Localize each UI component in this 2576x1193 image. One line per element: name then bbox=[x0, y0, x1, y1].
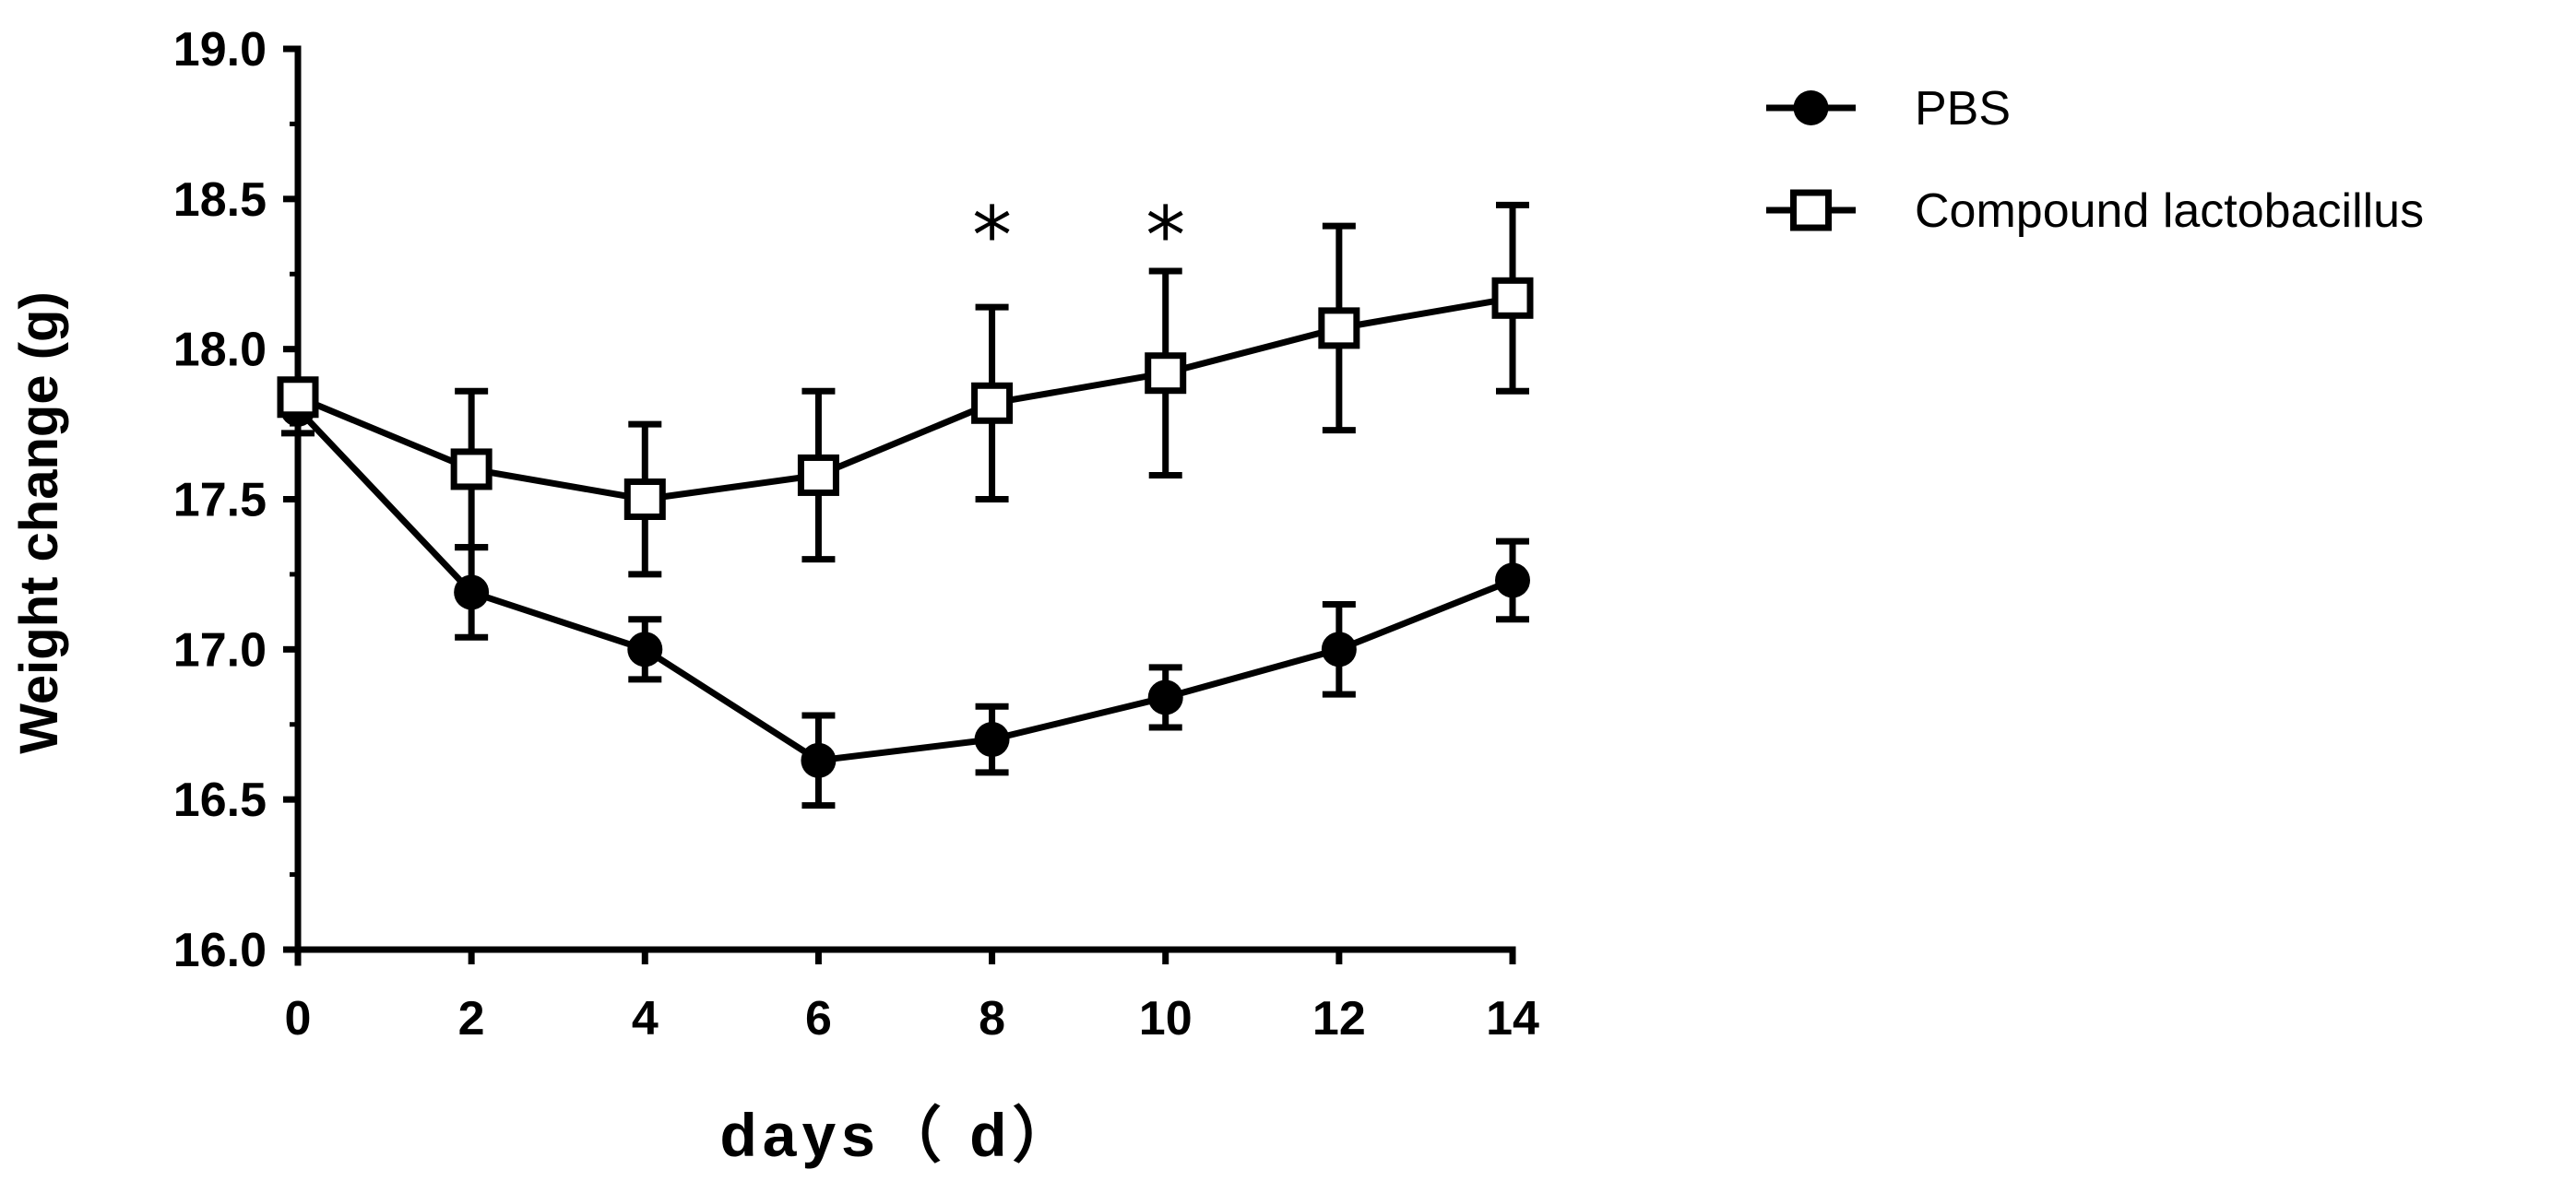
significance-star: * bbox=[972, 190, 1012, 282]
series-line-0 bbox=[295, 407, 1514, 764]
legend-item: PBS bbox=[1766, 82, 2011, 136]
x-tick-label: 10 bbox=[1139, 992, 1193, 1045]
axes: 16.0 16.5 17.0 17.5 18.0 18.5 19.0 0 2 4 6 8 10 12 14 bbox=[173, 23, 1539, 1045]
y-tick-label: 17.5 bbox=[173, 474, 267, 527]
legend-label: Compound lactobacillus bbox=[1915, 184, 2424, 238]
data-point-compound-lactobacillus bbox=[450, 448, 493, 490]
legend-label: PBS bbox=[1915, 82, 2011, 136]
x-axis-title: days（ d） bbox=[719, 1101, 1078, 1169]
significance-annotations: * * bbox=[972, 190, 1185, 282]
data-point-compound-lactobacillus bbox=[971, 382, 1014, 424]
y-tick-label: 19.0 bbox=[173, 23, 267, 77]
legend-item: Compound lactobacillus bbox=[1766, 184, 2424, 238]
data-point-pbs bbox=[974, 722, 1010, 758]
data-point-compound-lactobacillus bbox=[623, 478, 666, 520]
x-tick-label: 8 bbox=[979, 992, 1005, 1045]
data-markers bbox=[277, 277, 1534, 778]
legend-marker bbox=[1790, 189, 1832, 231]
error-bars bbox=[281, 201, 1529, 809]
x-tick-label: 4 bbox=[632, 992, 659, 1045]
data-point-pbs bbox=[1495, 562, 1530, 598]
y-tick-label: 18.0 bbox=[173, 324, 267, 377]
x-tick-label: 0 bbox=[285, 992, 312, 1045]
x-tick-label: 6 bbox=[805, 992, 832, 1045]
data-point-compound-lactobacillus bbox=[277, 376, 319, 419]
data-point-compound-lactobacillus bbox=[1318, 307, 1360, 349]
legend-marker bbox=[1793, 90, 1829, 125]
x-tick-label: 2 bbox=[458, 992, 485, 1045]
data-point-pbs bbox=[454, 574, 490, 610]
data-point-compound-lactobacillus bbox=[797, 454, 839, 496]
data-point-compound-lactobacillus bbox=[1145, 352, 1187, 395]
significance-star: * bbox=[1146, 190, 1185, 282]
y-tick-label: 18.5 bbox=[173, 173, 267, 227]
series-lines bbox=[295, 294, 1514, 764]
y-tick-label: 16.5 bbox=[173, 774, 267, 827]
legend: PBS Compound lactobacillus bbox=[1766, 82, 2424, 238]
series-line-1 bbox=[296, 294, 1514, 502]
y-axis-title: Weight change (g) bbox=[9, 291, 69, 754]
y-tick-label: 16.0 bbox=[173, 924, 267, 977]
y-tick-label: 17.0 bbox=[173, 623, 267, 677]
x-tick-label: 14 bbox=[1486, 992, 1539, 1045]
data-point-pbs bbox=[1321, 632, 1357, 667]
data-point-pbs bbox=[627, 632, 663, 667]
data-point-pbs bbox=[801, 742, 837, 778]
data-point-pbs bbox=[1147, 679, 1183, 715]
data-point-compound-lactobacillus bbox=[1491, 277, 1534, 319]
x-tick-label: 12 bbox=[1312, 992, 1366, 1045]
